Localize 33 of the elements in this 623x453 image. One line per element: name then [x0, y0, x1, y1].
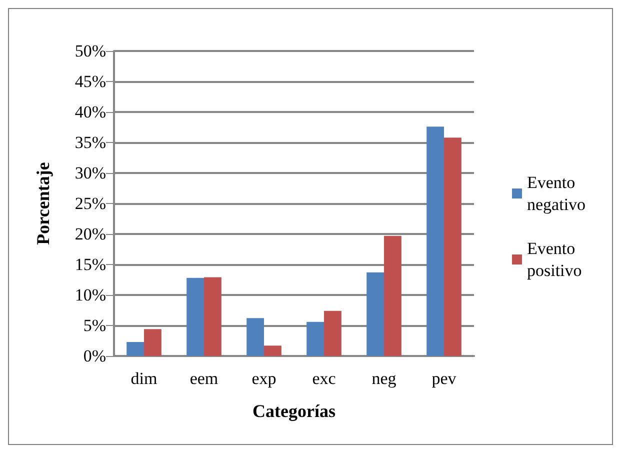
x-tick-label: eem	[190, 369, 218, 388]
legend-label: Evento positivo	[527, 239, 582, 280]
y-tick-label: 25%	[74, 194, 106, 213]
bar	[186, 278, 204, 356]
bar	[126, 342, 144, 356]
x-tick-label: exc	[312, 369, 336, 388]
bar	[246, 318, 264, 356]
y-tick-label: 0%	[83, 346, 106, 366]
bar	[306, 322, 324, 356]
bar	[366, 272, 384, 356]
y-axis-title: Porcentaje	[33, 162, 53, 245]
bar	[204, 277, 222, 356]
y-tick-label: 35%	[74, 133, 106, 152]
bar	[444, 138, 462, 356]
bar	[264, 346, 282, 356]
y-tick-label: 30%	[74, 164, 106, 182]
y-tick-label: 10%	[74, 286, 106, 304]
x-axis-title: Categorías	[252, 401, 336, 421]
y-tick-label: 5%	[83, 316, 106, 335]
bar	[384, 236, 402, 356]
y-tick-label: 15%	[74, 255, 106, 274]
bar	[144, 329, 162, 356]
y-tick-label: 40%	[74, 102, 106, 122]
y-tick-label: 50%	[74, 42, 106, 60]
x-tick-label: dim	[130, 369, 158, 388]
bar	[426, 126, 444, 356]
y-tick-label: 20%	[74, 224, 106, 244]
x-tick-label: exp	[252, 369, 276, 388]
x-tick-label: neg	[372, 369, 397, 388]
x-tick-label: pev	[432, 369, 457, 388]
legend-label: Evento negativo	[527, 173, 586, 214]
bar	[324, 310, 342, 356]
y-tick-label: 45%	[74, 72, 106, 91]
